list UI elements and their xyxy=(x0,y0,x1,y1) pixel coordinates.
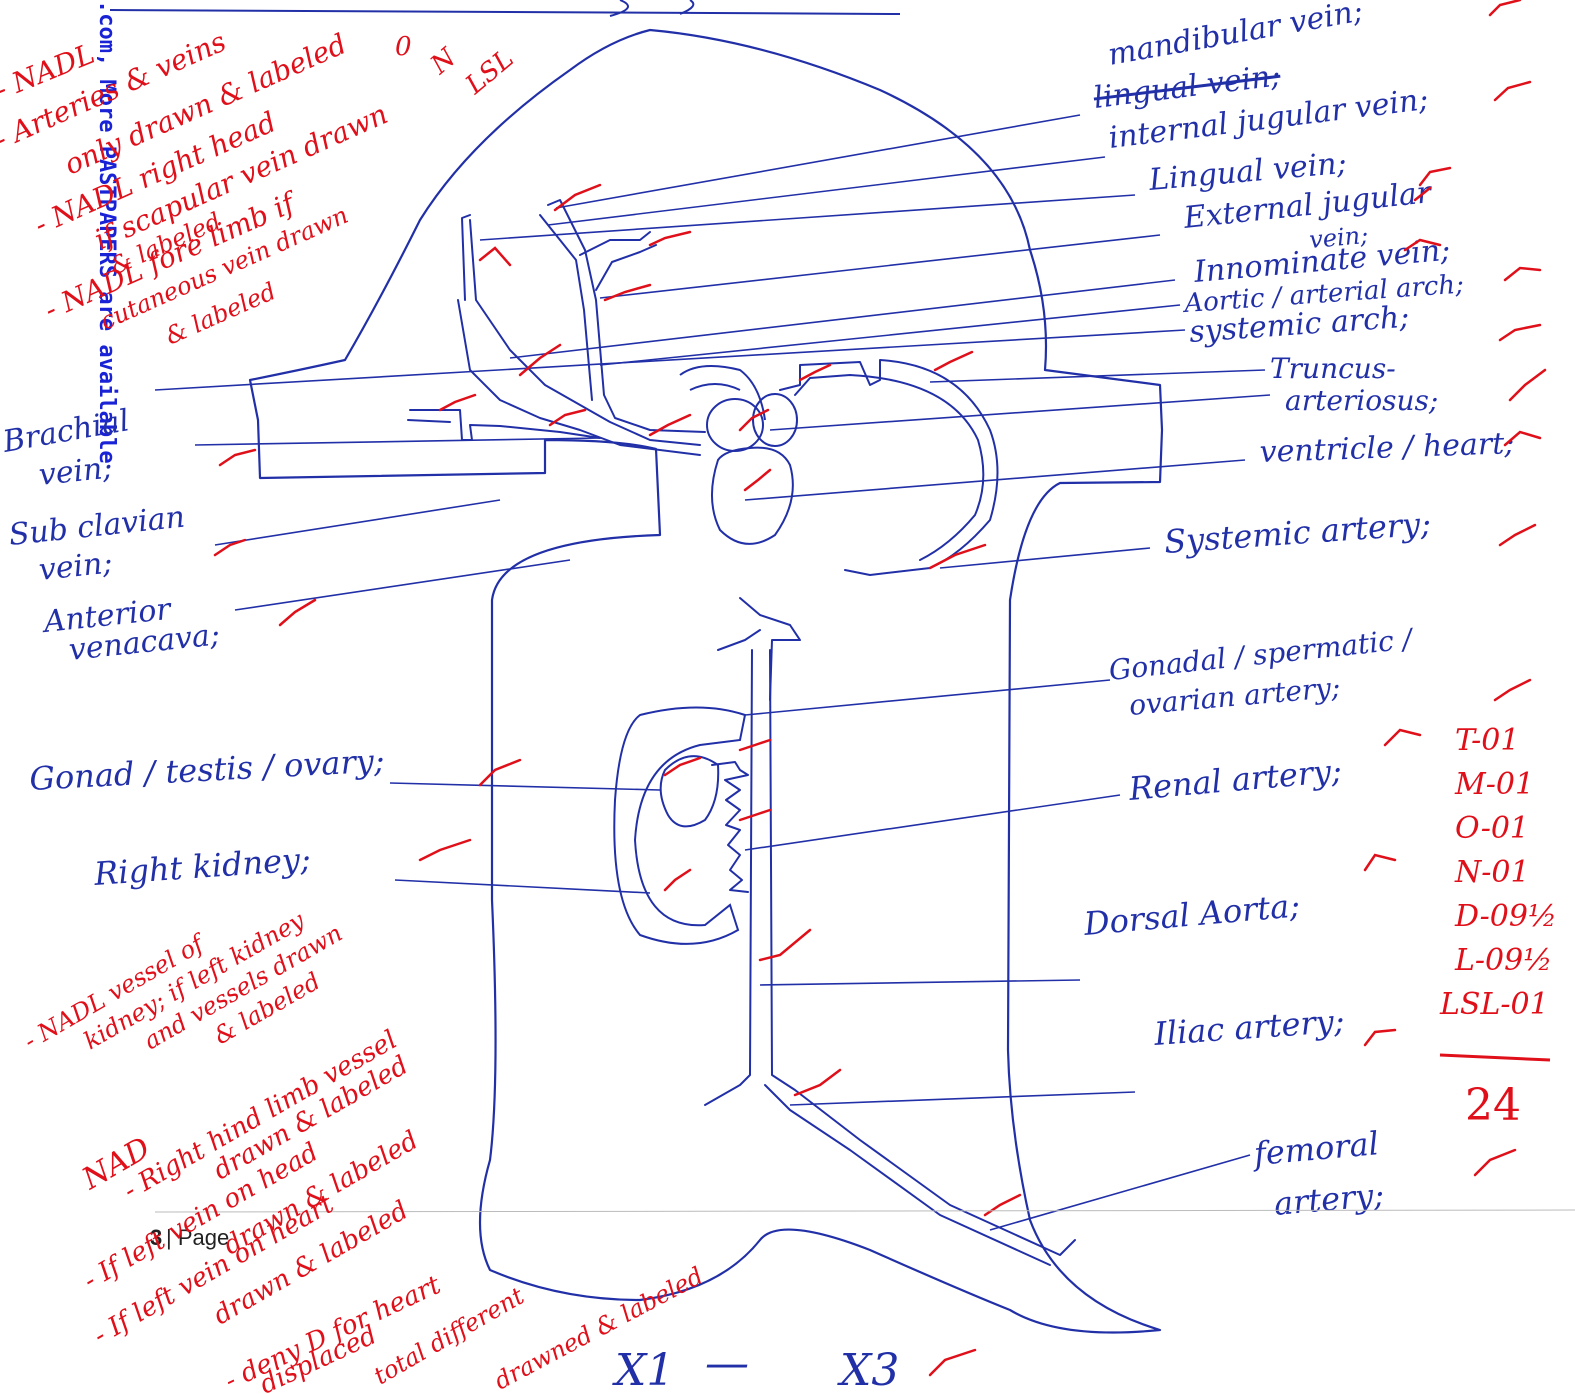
red-ticks xyxy=(438,183,1022,1217)
renal-artery xyxy=(711,761,749,893)
right-labels: mandibular vein; lingual vein; internal … xyxy=(1081,0,1515,1223)
label-renal-artery: Renal artery; xyxy=(1126,752,1343,809)
score-rule xyxy=(1439,1053,1551,1062)
arterial-system xyxy=(704,359,1076,1266)
label-external-jugular-vein-2: vein; xyxy=(1308,221,1369,254)
scale-x1: X1 xyxy=(612,1345,674,1394)
ventricle xyxy=(710,446,794,545)
score-row: L-09½ xyxy=(1454,943,1552,978)
label-femoral-2: artery; xyxy=(1272,1175,1385,1222)
label-mandibular-vein: mandibular vein; xyxy=(1105,0,1365,73)
note-top-award: 0 xyxy=(395,32,412,62)
score-row: T-01 xyxy=(1455,723,1519,758)
right-kidney xyxy=(613,706,747,945)
venous-system xyxy=(407,199,706,456)
label-ventricle: ventricle / heart; xyxy=(1259,426,1515,470)
systemic-arch xyxy=(779,359,999,569)
label-truncus-1: Truncus- xyxy=(1270,352,1396,385)
systemic-artery xyxy=(844,567,931,576)
score-row: O-01 xyxy=(1455,811,1529,846)
note-top-n: N xyxy=(424,42,462,81)
label-subclavian-2: vein; xyxy=(37,545,114,588)
label-femoral-1: femoral xyxy=(1250,1124,1380,1173)
score-total: 24 xyxy=(1465,1080,1521,1131)
note-top-lsl: LSL xyxy=(459,44,519,101)
label-iliac-artery: Iliac artery; xyxy=(1152,1002,1346,1053)
score-row: M-01 xyxy=(1454,767,1534,802)
scale-x3: X3 xyxy=(837,1345,899,1394)
score-row: N-01 xyxy=(1454,855,1530,890)
page-number: 3 xyxy=(150,1225,162,1250)
watermark-text: .com, More PASTPAPERS are available xyxy=(94,0,119,464)
label-ticks xyxy=(213,0,1547,1377)
score-row: D-09½ xyxy=(1454,899,1557,934)
score-tally: T-01 M-01 O-01 N-01 D-09½ L-09½ LSL-01 xyxy=(1439,723,1557,1022)
scale-label: X1 — X3 xyxy=(612,1338,899,1394)
top-ruler-line xyxy=(109,0,901,17)
heart xyxy=(679,365,798,545)
label-gonad: Gonad / testis / ovary; xyxy=(28,741,385,798)
kidney-gonad xyxy=(613,706,747,945)
marker-notes: - NADL - Arteries & veins only drawn & l… xyxy=(0,25,708,1394)
page-footer: 3 | Page xyxy=(150,1209,1575,1250)
body-outline xyxy=(248,28,1164,1334)
mandibular-vein xyxy=(461,214,471,301)
dorsal-aorta xyxy=(704,649,753,1106)
truncus-arteriosus xyxy=(679,365,766,421)
gonad xyxy=(659,755,720,828)
label-dorsal-aorta: Dorsal Aorta; xyxy=(1081,886,1301,943)
label-brachial-2: vein; xyxy=(37,450,114,493)
label-subclavian-1: Sub clavian xyxy=(7,500,186,553)
external-jugular-vein xyxy=(579,231,651,256)
label-systemic-artery: Systemic artery; xyxy=(1163,504,1432,561)
label-right-kidney: Right kidney; xyxy=(92,840,312,893)
page-word: | Page xyxy=(166,1225,229,1250)
scale-dash: — xyxy=(705,1338,749,1389)
score-row: LSL-01 xyxy=(1439,987,1549,1022)
brachial-vein xyxy=(409,409,601,441)
label-truncus-2: arteriosus; xyxy=(1285,384,1438,417)
leader-lines xyxy=(154,114,1271,1231)
